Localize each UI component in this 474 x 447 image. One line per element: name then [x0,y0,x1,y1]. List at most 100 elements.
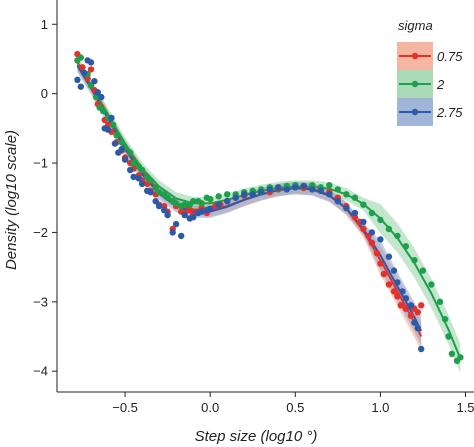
data-point-0.75 [414,309,421,316]
data-point-2 [448,350,456,357]
x-tick-label: 1.5 [456,400,474,415]
axes [56,0,474,393]
data-point-2 [113,132,120,139]
data-point-0.75 [385,281,393,288]
data-point-2 [436,298,444,305]
x-tick-label: 0.0 [201,400,219,415]
data-point-2.75 [385,253,393,260]
data-point-2 [92,93,100,101]
data-point-2.75 [399,288,406,295]
data-point-0.75 [377,260,384,267]
legend-label-2: 2 [436,77,445,92]
legend-label-2.75: 2.75 [436,105,463,120]
data-point-0.75 [87,66,95,73]
data-point-2.75 [91,78,98,85]
data-point-0.75 [79,64,86,71]
legend-title: sigma [398,18,433,33]
data-point-0.75 [402,305,410,312]
y-tick-label: 0 [41,86,48,101]
data-point-2.75 [368,229,376,236]
data-point-0.75 [407,312,415,319]
data-point-2.75 [74,76,81,84]
data-point-2 [127,149,134,156]
data-point-2.75 [178,232,185,240]
data-point-2 [441,316,449,323]
y-axis-title: Density (log10 scale) [3,130,20,270]
confidence-bands [77,56,461,374]
data-point-2.75 [155,202,163,210]
x-tick-label: 0.5 [286,400,304,415]
legend-key-point-0.75 [411,52,419,60]
data-point-2 [368,209,376,217]
data-point-2 [190,198,197,205]
data-point-2 [110,121,117,129]
data-point-2.75 [130,173,137,181]
data-point-2 [224,191,231,198]
data-point-2 [99,107,107,115]
data-point-2.75 [98,93,105,101]
data-point-2.75 [94,89,102,96]
data-point-0.75 [397,302,404,309]
data-point-2.75 [266,186,273,193]
data-point-2.75 [138,180,146,188]
data-point-2.75 [394,279,401,286]
data-point-2.75 [334,198,341,205]
data-point-2.75 [127,166,134,174]
data-point-2.75 [411,319,418,326]
data-point-2.75 [351,209,359,217]
data-point-2.75 [87,59,95,66]
data-point-2.75 [224,198,231,205]
data-point-2.75 [81,69,88,77]
data-point-2.75 [190,214,197,221]
data-point-2.75 [418,345,425,353]
x-ticks: −0.5 0.0 0.5 1.0 1.5 [112,392,474,415]
y-ticks: 1 0 −1 −2 −3 −4 [33,17,57,379]
data-point-0.75 [373,250,381,257]
fit-line-2.75 [76,65,423,332]
data-point-2 [198,200,205,207]
data-point-2 [402,243,410,250]
data-point-2.75 [232,194,239,201]
data-point-2.75 [111,140,119,147]
y-tick-label: 1 [41,17,48,32]
data-point-2 [394,232,401,240]
data-point-2.75 [402,295,410,302]
data-point-2 [360,201,367,208]
data-point-2.75 [169,229,176,236]
data-point-2.75 [172,220,180,228]
data-point-2 [419,267,427,274]
data-point-2.75 [241,191,248,198]
data-point-0.75 [186,207,193,214]
data-point-2 [207,195,214,203]
data-point-2.75 [292,184,299,191]
legend-key-point-2 [411,80,419,88]
data-point-2.75 [407,302,415,309]
data-point-2.75 [249,191,256,198]
data-point-2.75 [152,198,159,205]
data-point-2 [445,333,452,340]
data-point-2.75 [161,207,168,214]
data-point-2 [457,354,464,361]
confidence-band-2.75 [77,59,422,346]
data-point-0.75 [418,302,425,309]
data-point-0.75 [380,270,387,278]
confidence-band-2 [77,58,461,374]
data-point-2 [377,216,384,224]
legend-label-0.75: 0.75 [437,49,463,64]
y-tick-label: −3 [33,294,48,309]
data-point-0.75 [368,239,376,246]
x-tick-label: −0.5 [112,400,138,415]
data-point-2.75 [377,236,384,243]
data-point-2.75 [108,114,115,122]
data-point-2.75 [104,126,112,133]
data-point-2 [155,189,163,196]
data-point-2 [326,182,333,189]
data-point-2 [215,193,222,200]
data-point-2.75 [147,189,154,196]
data-point-2 [118,139,125,146]
data-point-0.75 [394,293,401,300]
data-point-2.75 [77,83,85,90]
data-point-2 [343,191,350,198]
data-point-2 [164,194,171,201]
